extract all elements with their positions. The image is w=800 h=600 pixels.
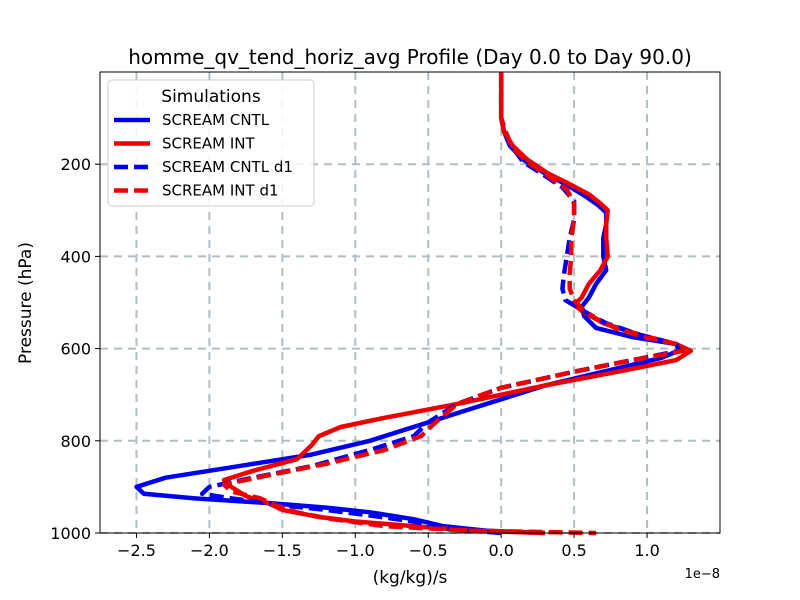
y-tick-label: 400 bbox=[60, 247, 91, 266]
x-tick-label: 0.0 bbox=[488, 541, 513, 560]
legend-label: SCREAM INT d1 bbox=[162, 182, 279, 200]
x-axis: −2.5 −2.0 −1.5 −1.0 −0.5 0.0 0.5 1.0 bbox=[117, 533, 660, 560]
legend-title: Simulations bbox=[161, 87, 261, 107]
y-tick-label: 200 bbox=[60, 155, 91, 174]
x-tick-label: −0.5 bbox=[409, 541, 448, 560]
legend-label: SCREAM CNTL bbox=[162, 111, 270, 129]
x-tick-label: −1.0 bbox=[336, 541, 375, 560]
x-offset-label: 1e−8 bbox=[685, 567, 720, 582]
legend-box bbox=[107, 79, 315, 207]
x-tick-label: −2.0 bbox=[190, 541, 229, 560]
x-tick-label: 0.5 bbox=[561, 541, 586, 560]
legend-label: SCREAM INT bbox=[162, 135, 256, 153]
x-tick-label: 1.0 bbox=[634, 541, 659, 560]
chart-title: homme_qv_tend_horiz_avg Profile (Day 0.0… bbox=[128, 45, 692, 69]
series-group bbox=[134, 72, 694, 536]
plot-frame bbox=[99, 71, 721, 534]
x-axis-label: (kg/kg)/s bbox=[373, 568, 448, 588]
y-tick-label: 800 bbox=[60, 432, 91, 451]
legend-label: SCREAM CNTL d1 bbox=[162, 158, 293, 176]
series-line-scream-int-d1 bbox=[221, 72, 686, 536]
x-tick-label: −1.5 bbox=[263, 541, 302, 560]
x-tick-label: −2.5 bbox=[117, 541, 156, 560]
y-tick-label: 600 bbox=[60, 340, 91, 359]
y-axis: 200 400 600 800 1000 bbox=[50, 155, 100, 543]
y-axis-label: Pressure (hPa) bbox=[16, 242, 36, 364]
y-tick-label: 1000 bbox=[50, 524, 91, 543]
legend: Simulations SCREAM CNTL SCREAM INT SCREAM … bbox=[107, 79, 315, 207]
